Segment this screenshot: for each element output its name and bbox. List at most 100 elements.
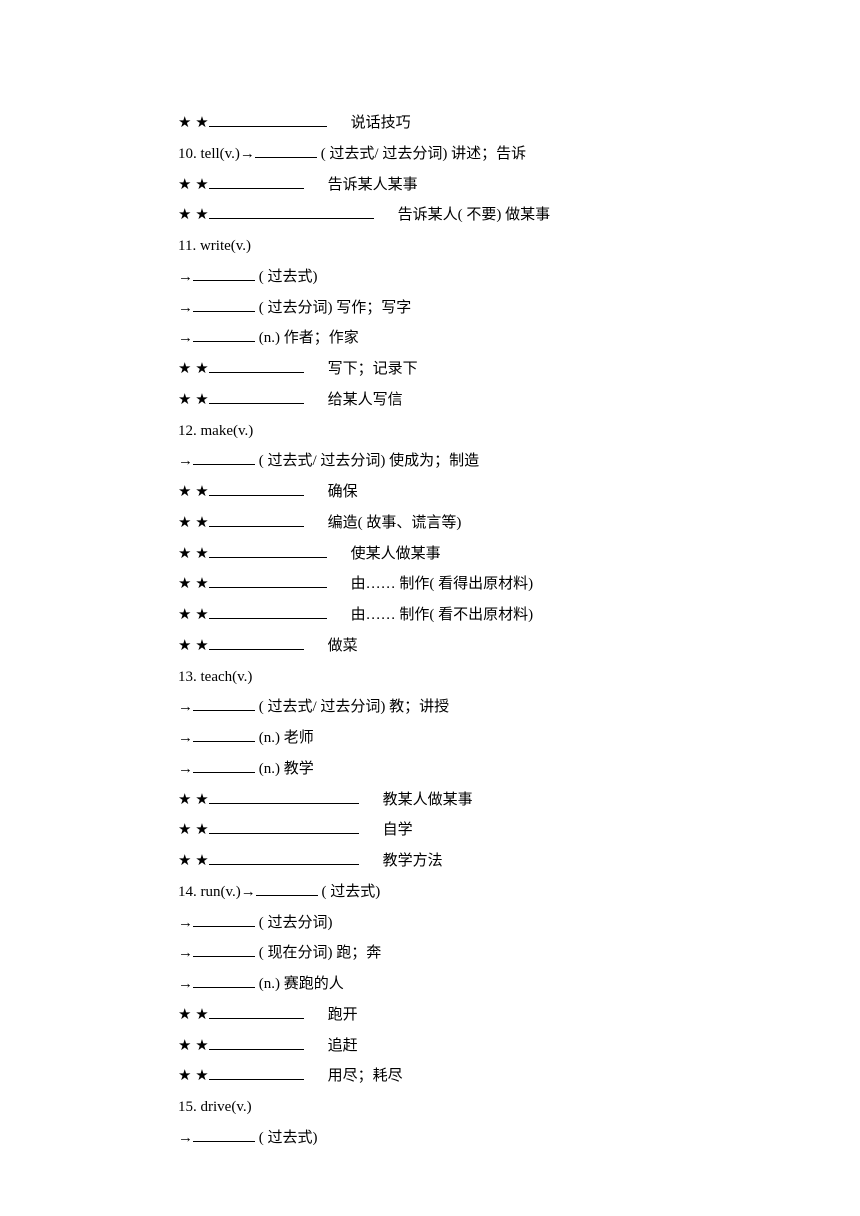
blank-field[interactable] <box>209 1062 304 1080</box>
blank-field[interactable] <box>209 847 359 865</box>
text: 编造( 故事、谎言等) <box>328 515 462 531</box>
line-item-10: 10. tell(v.)→ ( 过去式/ 过去分词) 讲述；告诉 <box>178 139 860 170</box>
arrow-icon: → <box>178 761 193 777</box>
line-stars-blank-16: ★ ★ 追赶 <box>178 1031 860 1062</box>
blank-field[interactable] <box>193 263 255 281</box>
blank-field[interactable] <box>209 355 304 373</box>
stars-icon: ★ ★ <box>178 1000 209 1031</box>
blank-field[interactable] <box>209 478 304 496</box>
line-item-12: 12. make(v.) <box>178 416 860 447</box>
line-stars-blank-6: ★ ★ 确保 <box>178 477 860 508</box>
blank-field[interactable] <box>209 109 327 127</box>
blank-field[interactable] <box>193 724 255 742</box>
blank-field[interactable] <box>209 201 374 219</box>
blank-field[interactable] <box>209 1001 304 1019</box>
text: ( 过去式/ 过去分词) 使成为；制造 <box>259 453 479 469</box>
line-arrow-9: → ( 现在分词) 跑；奔 <box>178 938 860 969</box>
text: 跑开 <box>328 1007 358 1023</box>
line-stars-blank-14: ★ ★教学方法 <box>178 846 860 877</box>
line-stars-blank-8: ★ ★使某人做某事 <box>178 539 860 570</box>
blank-field[interactable] <box>209 632 304 650</box>
blank-field[interactable] <box>255 140 317 158</box>
stars-icon: ★ ★ <box>178 385 209 416</box>
blank-field[interactable] <box>193 693 255 711</box>
blank-field[interactable] <box>193 755 255 773</box>
text: 13. teach(v.) <box>178 669 252 685</box>
arrow-icon: → <box>178 915 193 931</box>
line-stars-blank-1: ★ ★说话技巧 <box>178 108 860 139</box>
blank-field[interactable] <box>193 447 255 465</box>
text: ( 过去分词) 写作；写字 <box>259 300 412 316</box>
line-arrow-4: → ( 过去式/ 过去分词) 使成为；制造 <box>178 446 860 477</box>
text: (n.) 老师 <box>259 730 314 746</box>
blank-field[interactable] <box>209 1032 304 1050</box>
arrow-icon: → <box>178 1130 193 1146</box>
line-item-14: 14. run(v.)→ ( 过去式) <box>178 877 860 908</box>
line-arrow-7: → (n.) 教学 <box>178 754 860 785</box>
text: 自学 <box>383 822 413 838</box>
line-stars-blank-2: ★ ★ 告诉某人某事 <box>178 170 860 201</box>
arrow-icon: → <box>178 300 193 316</box>
text: 用尽；耗尽 <box>328 1068 403 1084</box>
text: 10. tell(v.)→ <box>178 146 255 162</box>
stars-icon: ★ ★ <box>178 785 209 816</box>
blank-field[interactable] <box>209 570 327 588</box>
blank-field[interactable] <box>209 171 304 189</box>
blank-field[interactable] <box>209 786 359 804</box>
arrow-icon: → <box>178 699 193 715</box>
text: 告诉某人某事 <box>328 177 418 193</box>
arrow-icon: → <box>178 945 193 961</box>
stars-icon: ★ ★ <box>178 170 209 201</box>
line-stars-blank-15: ★ ★ 跑开 <box>178 1000 860 1031</box>
text: 教某人做某事 <box>383 792 473 808</box>
text: ( 过去式) <box>322 884 381 900</box>
line-stars-blank-4: ★ ★ 写下；记录下 <box>178 354 860 385</box>
arrow-icon: → <box>178 453 193 469</box>
blank-field[interactable] <box>209 601 327 619</box>
text: 确保 <box>328 484 358 500</box>
text: ( 过去式/ 过去分词) 教；讲授 <box>259 699 449 715</box>
text: 由…… 制作( 看得出原材料) <box>351 576 534 592</box>
stars-icon: ★ ★ <box>178 815 209 846</box>
blank-field[interactable] <box>193 324 255 342</box>
blank-field[interactable] <box>193 939 255 957</box>
line-stars-blank-12: ★ ★ 教某人做某事 <box>178 785 860 816</box>
stars-icon: ★ ★ <box>178 569 209 600</box>
line-arrow-6: → (n.) 老师 <box>178 723 860 754</box>
line-stars-blank-13: ★ ★ 自学 <box>178 815 860 846</box>
blank-field[interactable] <box>209 386 304 404</box>
line-stars-blank-11: ★ ★做菜 <box>178 631 860 662</box>
text: 写下；记录下 <box>328 361 418 377</box>
text: 告诉某人( 不要) 做某事 <box>398 207 551 223</box>
text: 追赶 <box>328 1038 358 1054</box>
text: 14. run(v.)→ <box>178 884 256 900</box>
stars-icon: ★ ★ <box>178 354 209 385</box>
blank-field[interactable] <box>209 816 359 834</box>
line-arrow-8: → ( 过去分词) <box>178 908 860 939</box>
blank-field[interactable] <box>256 878 318 896</box>
text: (n.) 赛跑的人 <box>259 976 344 992</box>
stars-icon: ★ ★ <box>178 1031 209 1062</box>
line-arrow-5: → ( 过去式/ 过去分词) 教；讲授 <box>178 692 860 723</box>
blank-field[interactable] <box>193 970 255 988</box>
stars-icon: ★ ★ <box>178 108 209 139</box>
blank-field[interactable] <box>209 540 327 558</box>
text: ( 过去式) <box>259 1130 318 1146</box>
blank-field[interactable] <box>193 294 255 312</box>
text: ( 过去式/ 过去分词) 讲述；告诉 <box>321 146 526 162</box>
arrow-icon: → <box>178 730 193 746</box>
line-stars-blank-3: ★ ★ 告诉某人( 不要) 做某事 <box>178 200 860 231</box>
arrow-icon: → <box>178 330 193 346</box>
blank-field[interactable] <box>193 1124 255 1142</box>
line-stars-blank-7: ★ ★编造( 故事、谎言等) <box>178 508 860 539</box>
blank-field[interactable] <box>193 909 255 927</box>
blank-field[interactable] <box>209 509 304 527</box>
line-stars-blank-5: ★ ★给某人写信 <box>178 385 860 416</box>
text: (n.) 作者；作家 <box>259 330 359 346</box>
stars-icon: ★ ★ <box>178 477 209 508</box>
stars-icon: ★ ★ <box>178 200 209 231</box>
stars-icon: ★ ★ <box>178 631 209 662</box>
text: ( 过去分词) <box>259 915 333 931</box>
line-item-15: 15. drive(v.) <box>178 1092 860 1123</box>
text: 12. make(v.) <box>178 423 253 439</box>
